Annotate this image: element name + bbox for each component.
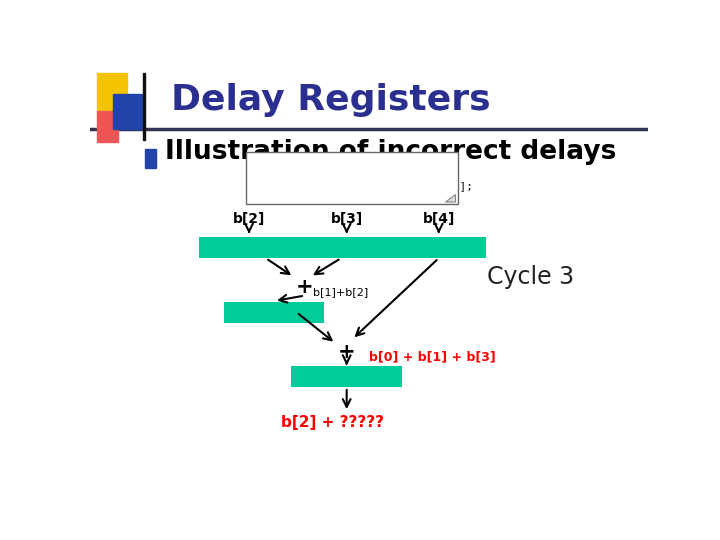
Text: b[4]: b[4] xyxy=(423,212,455,226)
Text: for (i=0; i < 100; I++): for (i=0; i < 100; I++) xyxy=(258,167,413,177)
Text: b[1]+b[2]: b[1]+b[2] xyxy=(313,287,369,297)
Text: b[2] + ?????: b[2] + ????? xyxy=(282,415,384,430)
Bar xyxy=(96,73,127,113)
Text: +: + xyxy=(338,342,356,362)
Bar xyxy=(96,111,118,141)
Bar xyxy=(392,238,486,258)
FancyBboxPatch shape xyxy=(246,152,458,204)
Text: +: + xyxy=(296,277,314,297)
Bar xyxy=(114,94,143,129)
Bar xyxy=(224,302,324,322)
Text: Cycle 3: Cycle 3 xyxy=(487,265,575,289)
Bar xyxy=(291,366,402,387)
Bar xyxy=(145,149,156,167)
Bar xyxy=(143,73,145,140)
Bar xyxy=(199,238,300,258)
Text: b[3]: b[3] xyxy=(330,212,363,226)
Text: a[i] = b[i] + b[i+1] + b[i+2];: a[i] = b[i] + b[i+1] + b[i+2]; xyxy=(258,181,474,191)
Text: b[0] + b[1] + b[3]: b[0] + b[1] + b[3] xyxy=(369,350,496,363)
Text: Delay Registers: Delay Registers xyxy=(171,83,490,117)
Text: Illustration of incorrect delays: Illustration of incorrect delays xyxy=(166,139,617,165)
Text: b[2]: b[2] xyxy=(233,212,265,226)
Polygon shape xyxy=(446,194,456,202)
Bar xyxy=(297,238,397,258)
